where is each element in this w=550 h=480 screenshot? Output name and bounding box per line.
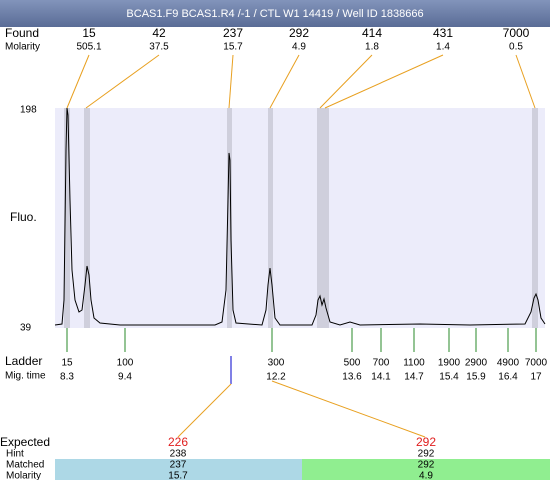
- peak-size: 292: [289, 26, 309, 40]
- peak-size: 42: [152, 26, 166, 40]
- peak-molarity: 37.5: [149, 42, 169, 53]
- peak-size: 7000: [503, 26, 530, 40]
- hint-label: Hint: [6, 449, 24, 460]
- expected-size: 226: [168, 435, 188, 449]
- matched-label: Matched: [6, 460, 44, 471]
- mig-time: 14.1: [371, 372, 391, 383]
- expected-label: Expected: [0, 435, 50, 449]
- peak-size: 237: [223, 26, 243, 40]
- peak-size: 15: [82, 26, 96, 40]
- ladder-size: 2900: [465, 358, 488, 369]
- molarity-label: Molarity: [5, 42, 40, 53]
- peak-molarity: 4.9: [292, 42, 306, 53]
- matched-bar: [302, 459, 550, 480]
- molarity: 4.9: [419, 471, 433, 480]
- plot-area: [55, 108, 545, 328]
- mig-time: 13.6: [342, 372, 362, 383]
- peak-link: [228, 54, 234, 109]
- matched: 292: [418, 460, 435, 471]
- mig-time: 15.9: [466, 372, 486, 383]
- matched: 237: [170, 460, 187, 471]
- peak-molarity: 15.7: [223, 42, 243, 53]
- mig-time: 14.7: [404, 372, 424, 383]
- peak-molarity: 0.5: [509, 42, 523, 53]
- connector: [177, 383, 232, 438]
- peak-molarity: 505.1: [76, 42, 101, 53]
- exp-molarity-label: Molarity: [6, 471, 41, 480]
- ladder-size: 500: [344, 358, 361, 369]
- time-label: Mig. time: [5, 371, 46, 382]
- title: BCAS1.F9 BCAS1.R4 /-1 / CTL W1 14419 / W…: [126, 8, 423, 20]
- peak-link: [319, 54, 373, 109]
- peak-link: [324, 54, 444, 109]
- peak-molarity: 1.8: [365, 42, 379, 53]
- hint: 292: [418, 449, 435, 460]
- ladder-size: 15: [61, 358, 73, 369]
- peak-link: [66, 54, 90, 109]
- ladder-size: 1100: [403, 358, 425, 369]
- matched-bar: [55, 459, 302, 480]
- ladder-label: Ladder: [5, 354, 42, 368]
- mig-time: 17: [530, 372, 542, 383]
- ladder-size: 100: [117, 358, 134, 369]
- title-bar: [0, 0, 550, 27]
- y-label: Fluo.: [10, 210, 37, 224]
- peak-link: [85, 54, 160, 109]
- ladder-size: 300: [268, 358, 285, 369]
- trace: [54, 107, 546, 326]
- ladder-size: 700: [373, 358, 390, 369]
- ladder-size: 4900: [497, 358, 520, 369]
- peak-link: [269, 54, 300, 109]
- peak-size: 431: [433, 26, 453, 40]
- peak-link: [515, 54, 536, 109]
- ladder-size: 7000: [525, 358, 548, 369]
- mig-time: 8.3: [60, 372, 74, 383]
- mig-time: 16.4: [498, 372, 518, 383]
- y-max: 198: [20, 105, 37, 116]
- peak-bands: [64, 108, 538, 328]
- mig-time: 15.4: [439, 372, 459, 383]
- hint: 238: [170, 449, 187, 460]
- peak-molarity: 1.4: [436, 42, 450, 53]
- connector: [271, 380, 426, 438]
- found-label: Found: [5, 26, 39, 40]
- peak-size: 414: [362, 26, 382, 40]
- ladder-size: 1900: [438, 358, 461, 369]
- y-min: 39: [20, 323, 32, 334]
- molarity: 15.7: [168, 471, 188, 480]
- mig-time: 12.2: [266, 372, 286, 383]
- expected-size: 292: [416, 435, 436, 449]
- mig-time: 9.4: [118, 372, 132, 383]
